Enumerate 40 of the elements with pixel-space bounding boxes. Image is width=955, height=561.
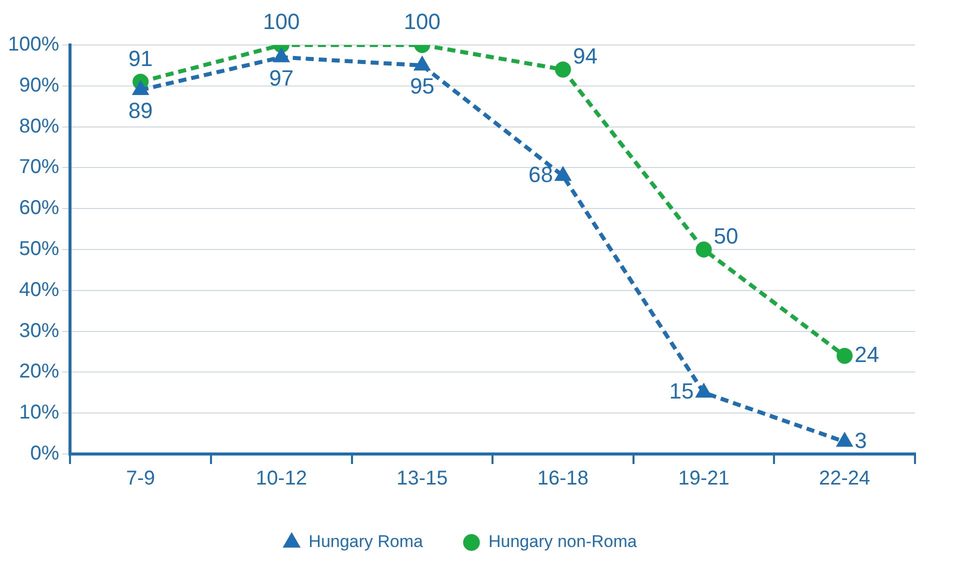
x-tick-label: 16-18	[537, 468, 589, 490]
x-tick-label: 7-9	[126, 468, 156, 490]
y-tick-label: 70%	[19, 156, 60, 178]
data-label: 15	[669, 378, 694, 404]
x-tick-label: 13-15	[396, 468, 448, 490]
data-label: 91	[128, 46, 153, 71]
data-label: 100	[263, 9, 300, 34]
point	[837, 434, 852, 447]
point	[696, 242, 712, 258]
y-tick-label: 90%	[19, 74, 60, 96]
legend-label: Hungary Roma	[308, 532, 424, 552]
y-tick-label: 100%	[8, 34, 60, 56]
y-tick-label: 50%	[19, 238, 60, 260]
y-tick-label: 30%	[19, 320, 60, 342]
x-tick-label: 22-24	[819, 468, 870, 490]
point	[836, 348, 853, 364]
y-tick-label: 10%	[19, 402, 60, 424]
point	[274, 49, 289, 62]
data-label: 50	[714, 224, 738, 249]
y-tick-label: 60%	[19, 197, 60, 220]
data-label: 68	[528, 162, 553, 187]
x-tick-label: 10-12	[256, 468, 307, 490]
data-label: 100	[404, 9, 441, 34]
point	[133, 82, 148, 95]
y-tick-label: 20%	[19, 360, 60, 383]
legend-label: Hungary non-Roma	[488, 532, 638, 552]
x-tick-label: 19-21	[678, 468, 730, 490]
point	[556, 168, 570, 181]
data-label: 24	[854, 342, 880, 367]
y-tick-label: 40%	[19, 278, 60, 301]
data-label: 95	[410, 74, 434, 99]
point	[414, 57, 430, 70]
data-label: 97	[269, 65, 294, 90]
data-label: 94	[572, 44, 598, 69]
point	[696, 384, 711, 398]
y-tick-label: 0%	[30, 442, 60, 465]
point	[554, 62, 571, 78]
data-label: 89	[128, 98, 153, 124]
y-tick-label: 80%	[19, 115, 60, 138]
data-label: 3	[854, 428, 867, 453]
